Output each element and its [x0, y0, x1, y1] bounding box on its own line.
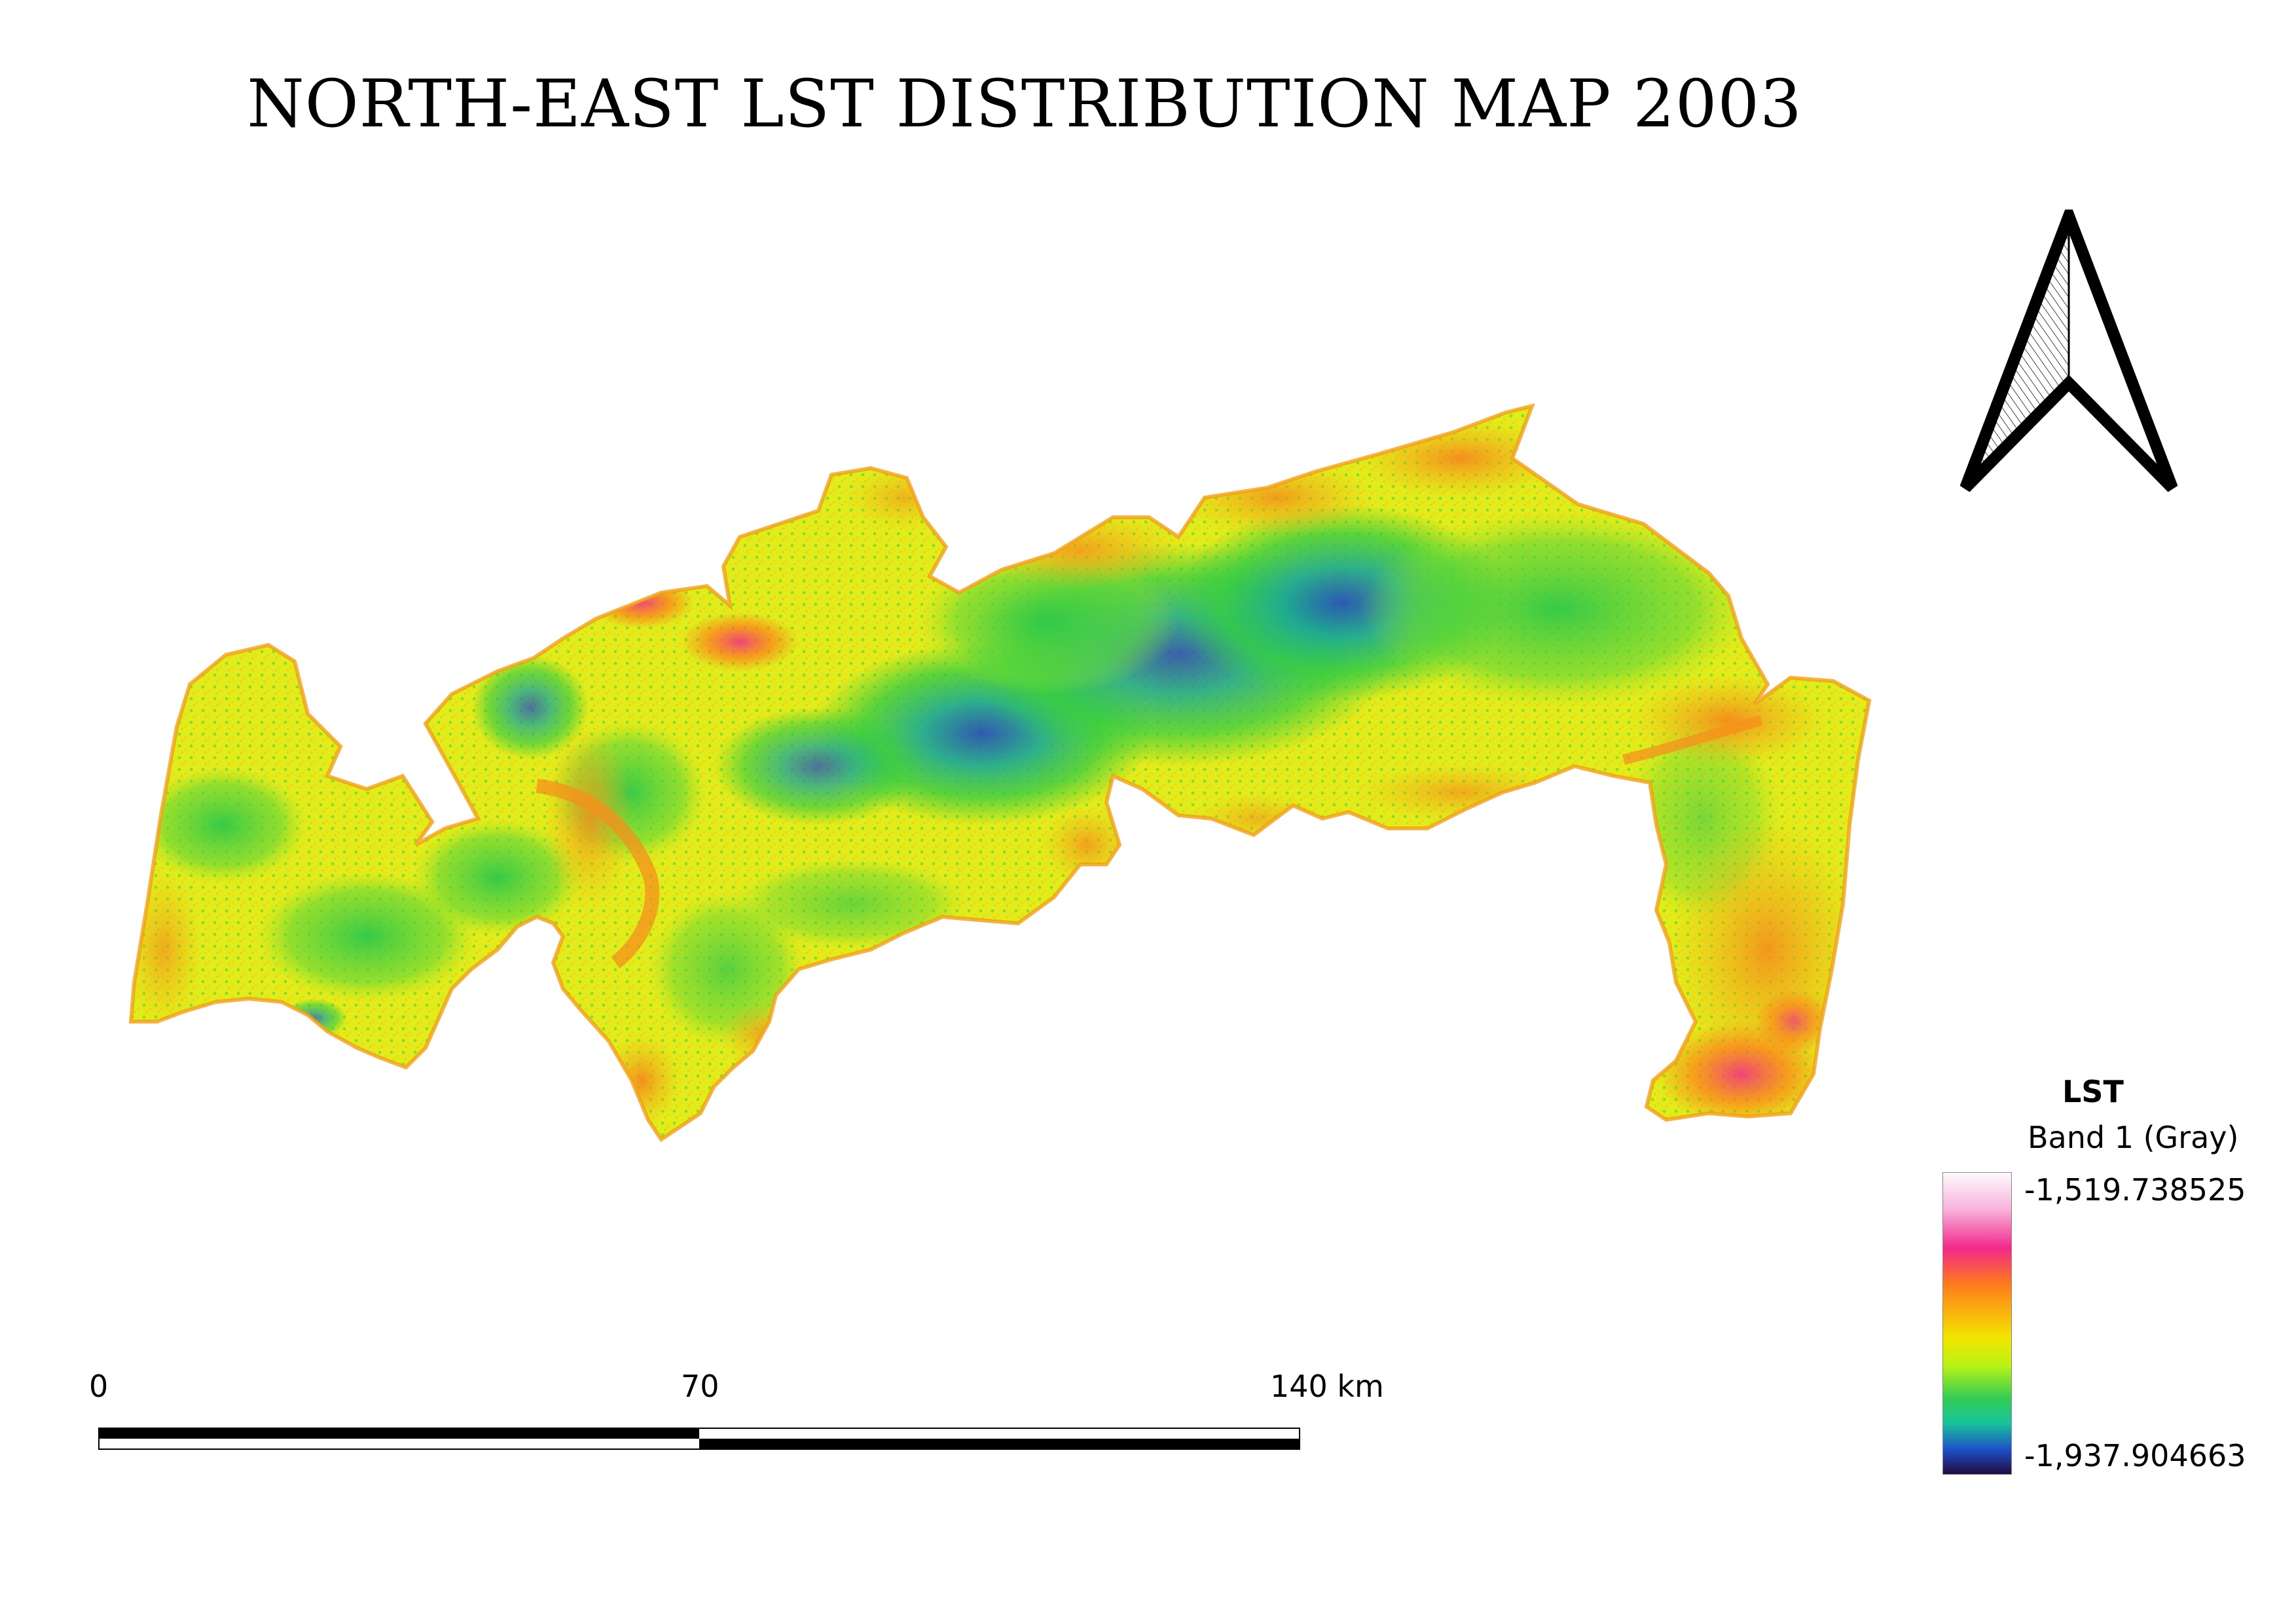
legend-color-ramp: [1942, 1172, 2012, 1475]
north-arrow-icon: [1959, 210, 2178, 492]
legend-title: LST: [2062, 1074, 2124, 1109]
legend-subtitle: Band 1 (Gray): [2028, 1120, 2239, 1155]
legend-min-label: -1,937.904663: [2024, 1438, 2246, 1473]
legend-max-label: -1,519.738525: [2024, 1172, 2246, 1208]
map-title: NORTH-EAST LST DISTRIBUTION MAP 2003: [247, 65, 1802, 142]
